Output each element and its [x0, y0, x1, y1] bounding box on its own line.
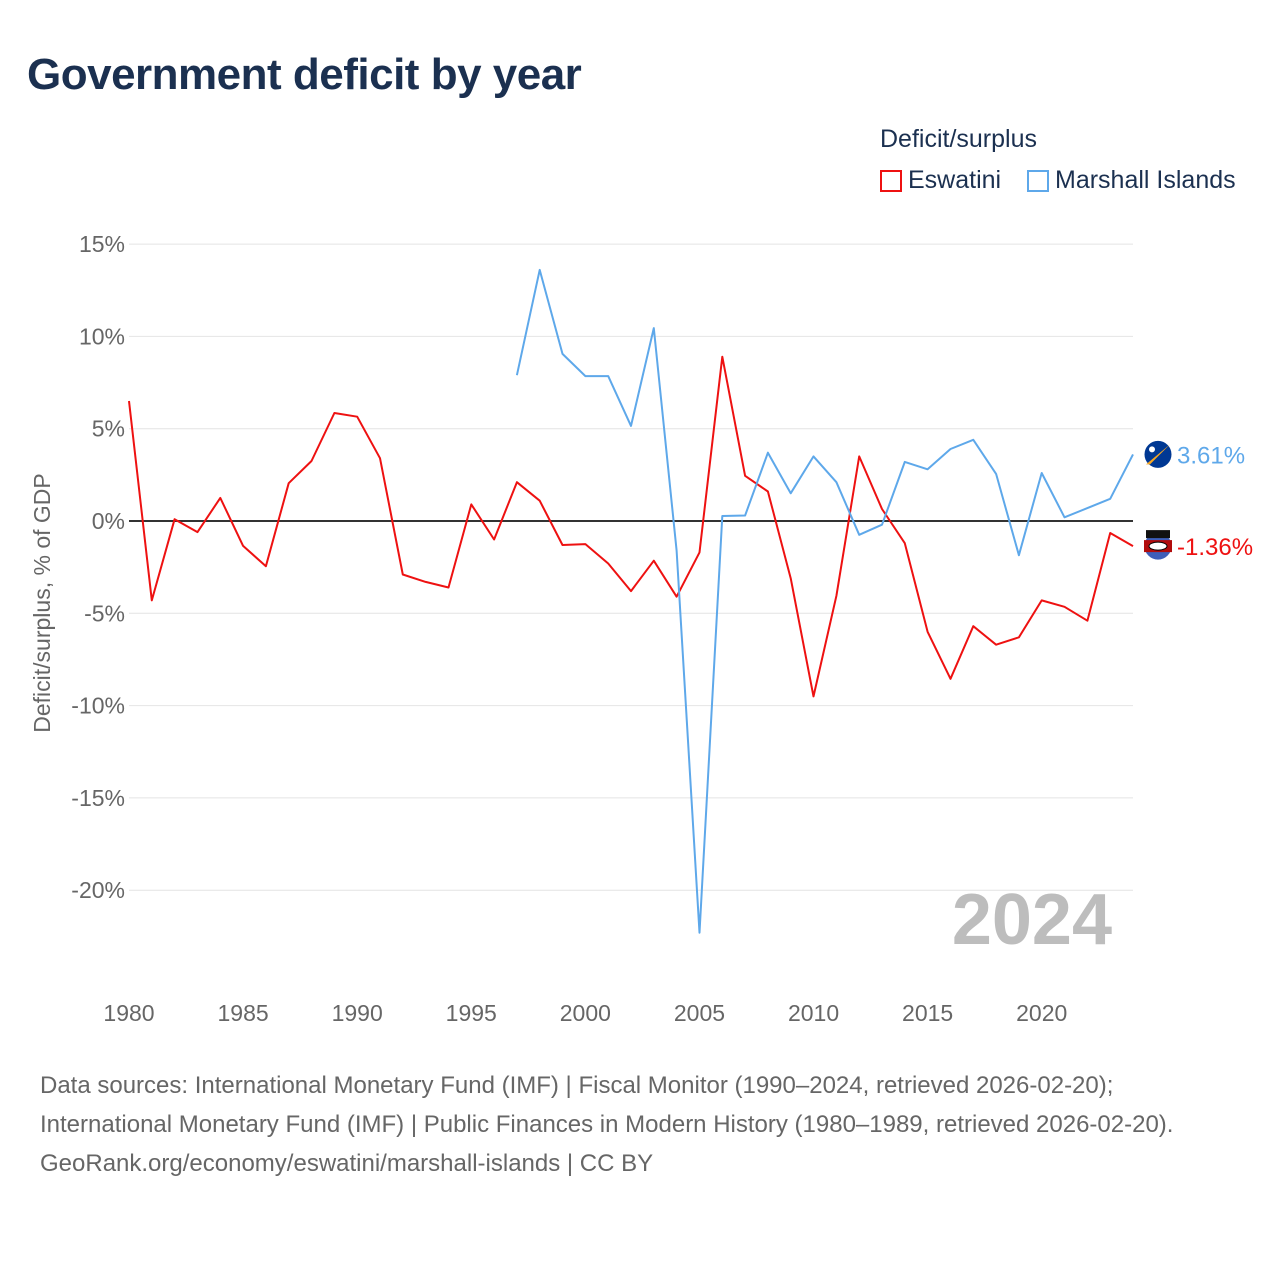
- year-watermark: 2024: [952, 880, 1112, 960]
- x-tick-label: 2010: [788, 1000, 839, 1026]
- series-line-marshall-islands: [515, 268, 1134, 934]
- y-tick-label: -15%: [71, 785, 125, 811]
- attribution-link[interactable]: GeoRank.org/economy/eswatini/marshall-is…: [40, 1150, 654, 1177]
- flag-top: [1146, 530, 1170, 539]
- y-tick-label: -20%: [71, 877, 125, 903]
- flag-ray: [1146, 444, 1170, 465]
- x-tick-label: 1980: [103, 1000, 154, 1026]
- flag-shield: [1148, 541, 1168, 551]
- x-tick-label: 1990: [332, 1000, 383, 1026]
- end-value-label: 3.61%: [1177, 442, 1245, 469]
- x-tick-label: 2000: [560, 1000, 611, 1026]
- legend-swatch: [1027, 169, 1049, 192]
- end-value-label: -1.36%: [1177, 534, 1253, 561]
- y-tick-label: -5%: [84, 600, 125, 626]
- legend-title: Deficit/surplus: [880, 125, 1037, 153]
- data-sources: Data sources: International Monetary Fun…: [40, 1072, 1174, 1138]
- x-tick-label: 2005: [674, 1000, 725, 1026]
- chart-title: Government deficit by year: [27, 50, 582, 99]
- x-tick-label: 1985: [218, 1000, 269, 1026]
- y-tick-label: -10%: [71, 693, 125, 719]
- x-tick-label: 2015: [902, 1000, 953, 1026]
- legend-label: Eswatini: [908, 166, 1002, 194]
- legend-item-marshall-islands[interactable]: Marshall Islands: [1027, 166, 1236, 195]
- x-tick-label: 2020: [1016, 1000, 1067, 1026]
- series-line-eswatini: [128, 355, 1134, 698]
- y-axis-label: Deficit/surplus, % of GDP: [29, 473, 55, 732]
- x-tick-label: 1995: [446, 1000, 497, 1026]
- source-notes: Data sources: International Monetary Fun…: [40, 1066, 1240, 1183]
- legend-label: Marshall Islands: [1055, 166, 1236, 194]
- y-tick-label: 0%: [92, 508, 125, 534]
- legend-swatch: [880, 169, 902, 192]
- y-tick-label: 10%: [79, 323, 125, 349]
- y-tick-label: 5%: [92, 416, 125, 442]
- legend-item-eswatini[interactable]: Eswatini: [880, 166, 1001, 195]
- flag-star: [1149, 446, 1155, 453]
- y-tick-label: 15%: [79, 231, 125, 257]
